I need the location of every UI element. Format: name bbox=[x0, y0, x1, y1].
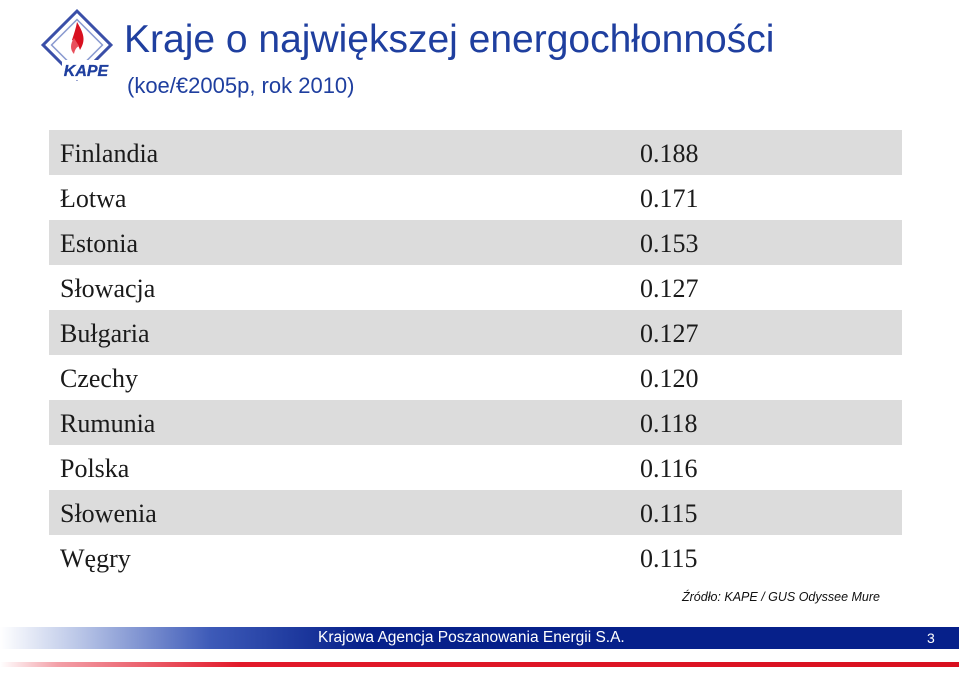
value-cell: 0.127 bbox=[640, 274, 699, 303]
value-cell: 0.127 bbox=[640, 319, 699, 348]
table-row: Czechy 0.120 bbox=[49, 355, 902, 400]
country-cell: Polska bbox=[60, 454, 130, 483]
value-cell: 0.118 bbox=[640, 409, 698, 438]
country-cell: Bułgaria bbox=[60, 319, 150, 348]
footer-organization: Krajowa Agencja Poszanowania Energii S.A… bbox=[318, 629, 625, 646]
footer-bar bbox=[0, 627, 959, 649]
table-row: Rumunia 0.118 bbox=[49, 400, 902, 445]
page-subtitle: (koe/€2005p, rok 2010) bbox=[127, 73, 355, 98]
table-row: Słowacja 0.127 bbox=[49, 265, 902, 310]
table-row: Polska 0.116 bbox=[49, 445, 902, 490]
kape-logo: KAPE bbox=[34, 2, 120, 88]
country-cell: Finlandia bbox=[60, 139, 159, 168]
value-cell: 0.171 bbox=[640, 184, 699, 213]
value-cell: 0.153 bbox=[640, 229, 699, 258]
kape-logo-icon: KAPE bbox=[40, 8, 114, 82]
logo-text: KAPE bbox=[64, 63, 110, 80]
country-cell: Słowacja bbox=[60, 274, 156, 303]
page-title: Kraje o największej energochłonności bbox=[124, 18, 775, 61]
country-cell: Estonia bbox=[60, 229, 138, 258]
country-cell: Węgry bbox=[60, 544, 131, 573]
table-row: Estonia 0.153 bbox=[49, 220, 902, 265]
value-cell: 0.188 bbox=[640, 139, 699, 168]
table-row: Węgry 0.115 bbox=[49, 535, 902, 580]
country-cell: Słowenia bbox=[60, 499, 157, 528]
value-cell: 0.120 bbox=[640, 364, 699, 393]
value-cell: 0.116 bbox=[640, 454, 698, 483]
value-cell: 0.115 bbox=[640, 499, 698, 528]
source-note: Źródło: KAPE / GUS Odyssee Mure bbox=[682, 590, 880, 604]
table-row: Bułgaria 0.127 bbox=[49, 310, 902, 355]
table-row: Łotwa 0.171 bbox=[49, 175, 902, 220]
country-cell: Czechy bbox=[60, 364, 138, 393]
table-row: Słowenia 0.115 bbox=[49, 490, 902, 535]
page-number: 3 bbox=[927, 630, 935, 646]
value-cell: 0.115 bbox=[640, 544, 698, 573]
energy-intensity-table: Finlandia 0.188 Łotwa 0.171 Estonia 0.15… bbox=[49, 130, 902, 580]
table-row: Finlandia 0.188 bbox=[49, 130, 902, 175]
country-cell: Rumunia bbox=[60, 409, 156, 438]
footer-accent-line bbox=[0, 662, 959, 667]
country-cell: Łotwa bbox=[60, 184, 127, 213]
